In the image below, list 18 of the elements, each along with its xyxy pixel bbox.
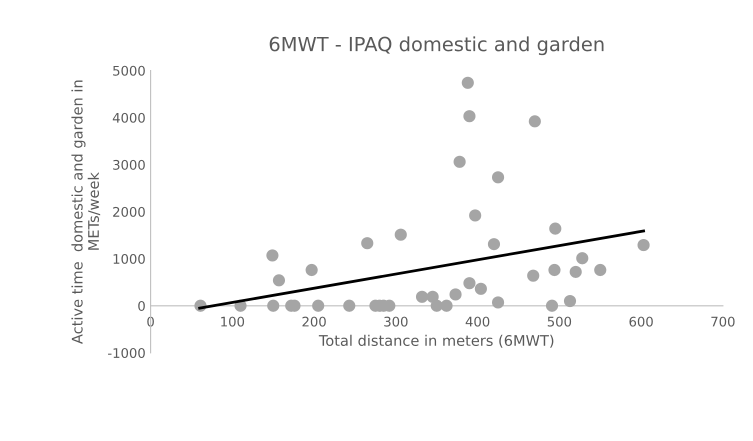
y-tick-label: 2000 [113,206,145,217]
x-axis-title: Total distance in meters (6MWT) [318,334,554,348]
x-tick-label: 700 [711,316,735,327]
x-tick-label: 400 [466,316,490,327]
y-tick-label: 5000 [113,66,145,76]
x-tick-label: 600 [629,316,653,327]
y-tick-label: -1000 [108,348,145,358]
y-tick-label: 0 [138,300,145,311]
x-tick-label: 100 [221,316,244,327]
x-tick-label: 500 [548,316,572,327]
y-tick-label: 4000 [112,112,145,123]
x-tick-label: 300 [384,316,408,327]
y-tick-label: 1000 [114,254,145,264]
x-tick-label: 200 [302,316,326,327]
y-tick-label: 3000 [113,160,145,170]
y-axis-title: Active time domestic and garden in METs/week [71,80,100,344]
x-tick-label: 0 [147,316,154,327]
chart-title: 6MWT - IPAQ domestic and garden [270,36,604,56]
